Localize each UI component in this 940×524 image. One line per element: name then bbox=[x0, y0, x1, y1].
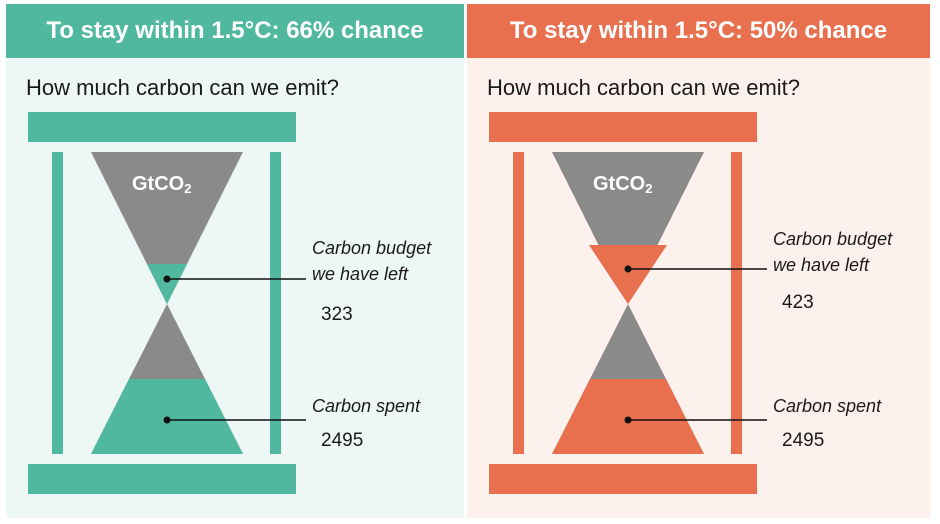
unit-label: GtCO2 bbox=[132, 173, 192, 196]
panel-50-percent: To stay within 1.5°C: 50% chance How muc… bbox=[467, 4, 930, 518]
budget-value: 323 bbox=[321, 304, 353, 325]
hourglass-top-bar bbox=[489, 112, 757, 142]
spent-label: Carbon spent bbox=[773, 396, 882, 416]
budget-value: 423 bbox=[782, 292, 814, 313]
question-text: How much carbon can we emit? bbox=[26, 75, 340, 100]
budget-dot bbox=[624, 265, 632, 273]
budget-label: Carbon budget we have left bbox=[312, 238, 432, 284]
hourglass-bottom-bar bbox=[28, 464, 296, 494]
hourglass-diagram bbox=[489, 112, 767, 494]
budget-dot bbox=[163, 275, 171, 283]
hourglass-right-post bbox=[731, 152, 742, 454]
hourglass-diagram bbox=[28, 112, 306, 494]
spent-value: 2495 bbox=[782, 430, 825, 451]
panel-title: To stay within 1.5°C: 50% chance bbox=[467, 4, 930, 58]
unit-label: GtCO2 bbox=[593, 173, 653, 196]
question-text: How much carbon can we emit? bbox=[487, 75, 801, 100]
upper-cone-empty bbox=[552, 152, 704, 304]
hourglass-left-post bbox=[52, 152, 63, 454]
hourglass-top-bar bbox=[28, 112, 296, 142]
spent-dot bbox=[624, 416, 632, 424]
hourglass-left-post bbox=[513, 152, 524, 454]
upper-cone-budget-left bbox=[589, 245, 667, 304]
budget-label: Carbon budget we have left bbox=[773, 229, 893, 275]
panel-title: To stay within 1.5°C: 66% chance bbox=[6, 4, 464, 58]
panel-66-percent: To stay within 1.5°C: 66% chance How muc… bbox=[6, 4, 464, 518]
upper-cone-empty bbox=[91, 152, 243, 304]
hourglass-right-post bbox=[270, 152, 281, 454]
spent-value: 2495 bbox=[321, 430, 364, 451]
spent-dot bbox=[163, 416, 171, 424]
hourglass-bottom-bar bbox=[489, 464, 757, 494]
upper-cone-budget-left bbox=[147, 264, 187, 304]
spent-label: Carbon spent bbox=[312, 396, 421, 416]
